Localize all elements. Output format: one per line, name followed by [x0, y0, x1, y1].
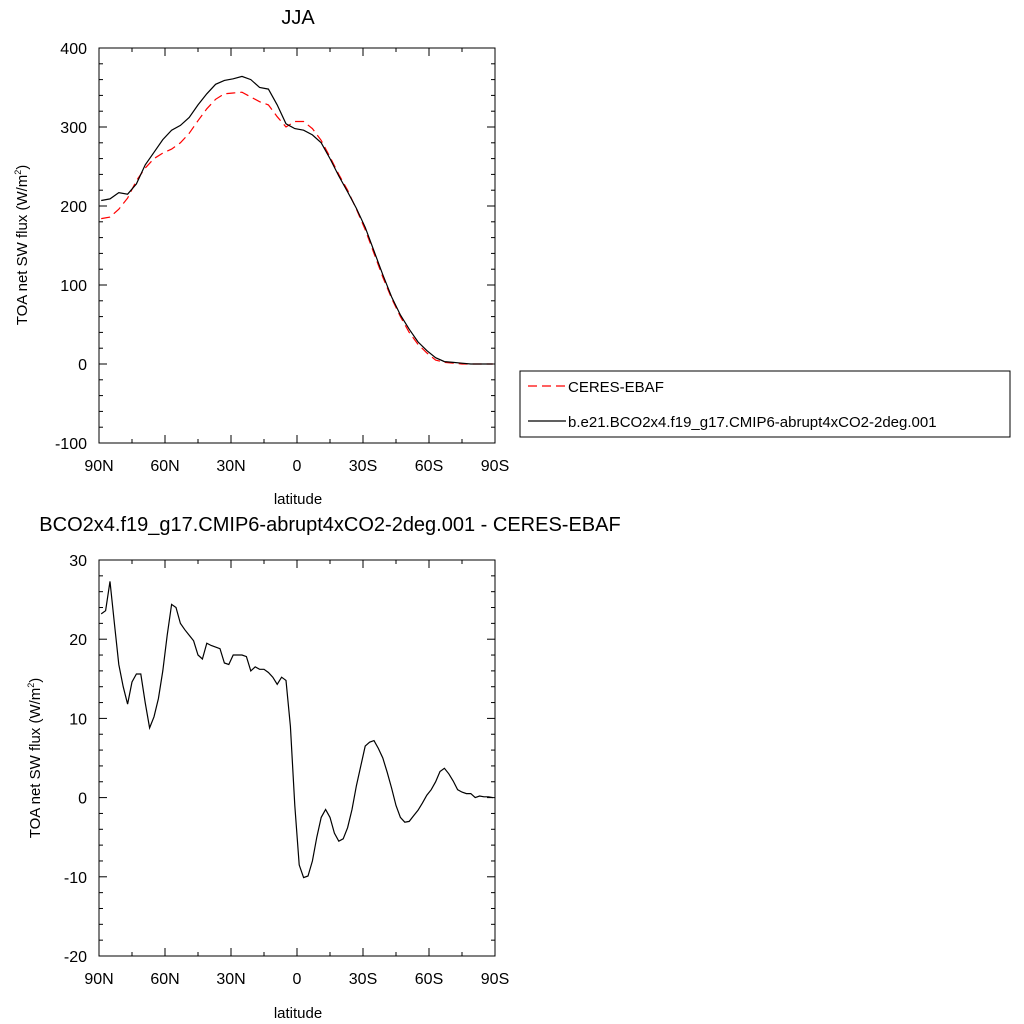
bottom-plot-frame — [98, 559, 496, 957]
bottom-xlabel: latitude — [274, 1005, 322, 1022]
bottom-ticks: 90N 60N 30N 0 30S 60S 90S -20 -10 0 10 20 30 — [64, 553, 509, 988]
legend-box — [519, 370, 1011, 438]
top-ylabel: TOA net SW flux (W/m2) — [13, 165, 31, 326]
top-series-line-0 — [101, 91, 493, 365]
bottom-ytick-label: 30 — [69, 553, 87, 570]
bottom-series — [100, 581, 493, 879]
bottom-ytick-label: 20 — [69, 632, 87, 649]
top-series — [101, 75, 493, 365]
top-panel: JJA 90N 60N 30N 0 30S 60S 90S -100 0 100 200 300 400… — [13, 7, 1011, 508]
bottom-xtick-label: 90S — [481, 971, 509, 988]
top-xlabel: latitude — [274, 491, 322, 508]
legend-label-model: b.e21.BCO2x4.f19_g17.CMIP6-abrupt4xCO2-2… — [568, 414, 937, 431]
top-xtick-label: 30N — [216, 458, 245, 475]
bottom-xtick-label: 60S — [415, 971, 443, 988]
top-ytick-label: 200 — [60, 199, 87, 216]
top-ytick-label: 300 — [60, 120, 87, 137]
bottom-ytick-label: 10 — [69, 711, 87, 728]
bottom-ytick-label: -20 — [64, 949, 87, 966]
top-ytick-label: -100 — [55, 436, 87, 453]
bottom-title: BCO2x4.f19_g17.CMIP6-abrupt4xCO2-2deg.00… — [39, 514, 620, 536]
bottom-xtick-label: 30S — [349, 971, 377, 988]
bottom-ylabel: TOA net SW flux (W/m2) — [26, 678, 44, 839]
top-xtick-label: 60N — [150, 458, 179, 475]
top-xtick-label: 90N — [84, 458, 113, 475]
top-ytick-label: 100 — [60, 278, 87, 295]
top-xtick-label: 60S — [415, 458, 443, 475]
bottom-ytick-label: 0 — [78, 791, 87, 808]
bottom-panel: BCO2x4.f19_g17.CMIP6-abrupt4xCO2-2deg.00… — [26, 514, 621, 1022]
bottom-series-line-0 — [100, 581, 493, 879]
top-title: JJA — [281, 7, 315, 29]
top-ytick-label: 400 — [60, 41, 87, 58]
top-ticks: 90N 60N 30N 0 30S 60S 90S -100 0 100 200 300 400 — [55, 41, 509, 475]
bottom-xtick-label: 0 — [293, 971, 302, 988]
bottom-xtick-label: 30N — [216, 971, 245, 988]
legend-label-ceres: CERES-EBAF — [568, 379, 664, 396]
top-plot-frame — [98, 47, 496, 444]
legend: CERES-EBAF b.e21.BCO2x4.f19_g17.CMIP6-ab… — [519, 370, 1011, 438]
top-xtick-label: 0 — [293, 458, 302, 475]
top-xtick-label: 90S — [481, 458, 509, 475]
top-xtick-label: 30S — [349, 458, 377, 475]
bottom-xtick-label: 60N — [150, 971, 179, 988]
top-series-line-1 — [101, 75, 493, 365]
top-ytick-label: 0 — [78, 357, 87, 374]
bottom-ytick-label: -10 — [64, 870, 87, 887]
bottom-xtick-label: 90N — [84, 971, 113, 988]
